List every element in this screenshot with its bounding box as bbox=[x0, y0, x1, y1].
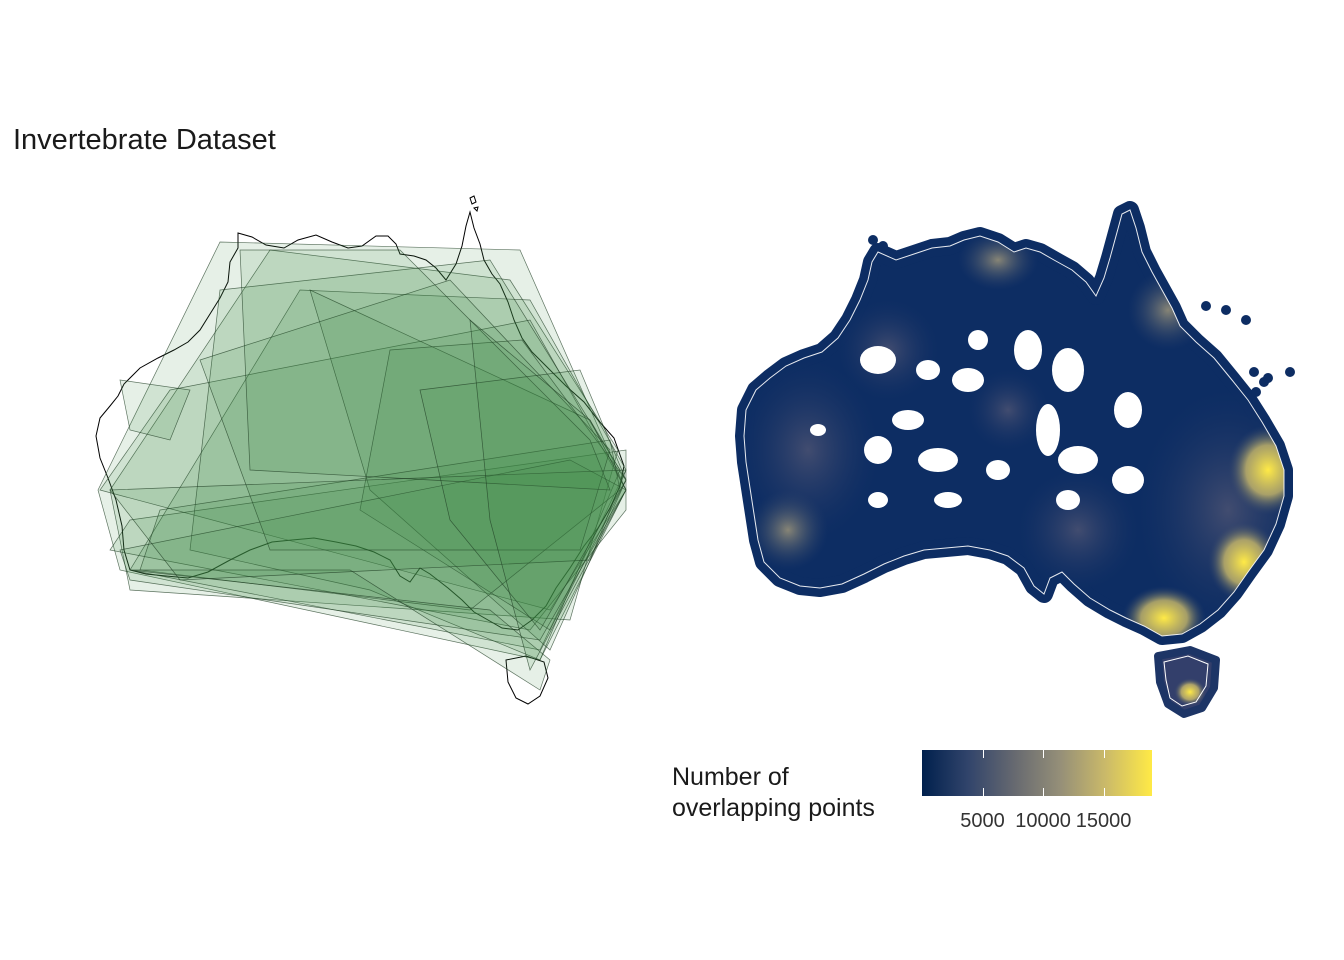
void-2 bbox=[916, 360, 940, 380]
offshore-point-5 bbox=[1241, 315, 1251, 325]
legend-tick-label: 15000 bbox=[1075, 810, 1132, 832]
void-7 bbox=[892, 410, 924, 430]
legend-tick-mark-2 bbox=[1043, 750, 1045, 758]
void-11 bbox=[1058, 446, 1098, 474]
void-4 bbox=[1014, 330, 1042, 370]
offshore-points bbox=[868, 235, 1295, 397]
offshore-point-3 bbox=[1201, 301, 1211, 311]
legend-tick-mark-3 bbox=[1103, 788, 1105, 796]
cape-york-islands bbox=[469, 195, 479, 212]
legend-title: Number of overlapping points bbox=[672, 762, 875, 824]
convex-hull-6 bbox=[189, 259, 621, 661]
offshore-point-1 bbox=[868, 235, 878, 245]
legend-tick-mark-2 bbox=[1043, 788, 1045, 796]
tasmania-points bbox=[1154, 646, 1220, 718]
legend-tick-mark-1 bbox=[982, 750, 984, 758]
convex-hull-13 bbox=[109, 469, 627, 581]
data-voids bbox=[810, 330, 1144, 510]
convex-hull-12 bbox=[129, 569, 551, 691]
legend-title-line-2: overlapping points bbox=[672, 794, 875, 822]
convex-hull-16 bbox=[469, 319, 627, 671]
void-14 bbox=[1056, 490, 1080, 510]
offshore-point-9 bbox=[1251, 387, 1261, 397]
convex-hull-14 bbox=[239, 249, 611, 491]
void-16 bbox=[868, 492, 888, 508]
offshore-point-8 bbox=[1285, 367, 1295, 377]
offshore-point-6 bbox=[1249, 367, 1259, 377]
void-18 bbox=[810, 424, 826, 436]
void-1 bbox=[860, 346, 896, 374]
convex-hull-17 bbox=[119, 379, 191, 441]
legend-tick-label: 5000 bbox=[960, 810, 1005, 832]
offshore-point-10 bbox=[1263, 373, 1273, 383]
void-5 bbox=[1052, 348, 1084, 392]
chart-title: Invertebrate Dataset bbox=[13, 124, 276, 156]
point-density-map bbox=[728, 200, 1295, 718]
legend-tick-mark-1 bbox=[982, 788, 984, 796]
void-17 bbox=[934, 492, 962, 508]
legend-colorbar bbox=[922, 750, 1152, 796]
void-12 bbox=[1114, 392, 1142, 428]
offshore-point-4 bbox=[1221, 305, 1231, 315]
hull-layer bbox=[97, 241, 627, 691]
legend-tick-label: 10000 bbox=[1015, 810, 1071, 832]
void-6 bbox=[968, 330, 988, 350]
void-3 bbox=[952, 368, 984, 392]
void-15 bbox=[986, 460, 1010, 480]
legend-title-line-1: Number of bbox=[672, 763, 789, 791]
legend-tick-mark-3 bbox=[1103, 750, 1105, 758]
offshore-point-2 bbox=[878, 241, 888, 251]
convex-hull-7 bbox=[309, 289, 627, 651]
convex-hull-15 bbox=[419, 369, 627, 631]
void-9 bbox=[864, 436, 892, 464]
void-10 bbox=[1036, 404, 1060, 456]
void-13 bbox=[1112, 466, 1144, 494]
convex-hull-8 bbox=[359, 339, 627, 631]
void-8 bbox=[918, 448, 958, 472]
convex-hull-map bbox=[95, 195, 627, 705]
